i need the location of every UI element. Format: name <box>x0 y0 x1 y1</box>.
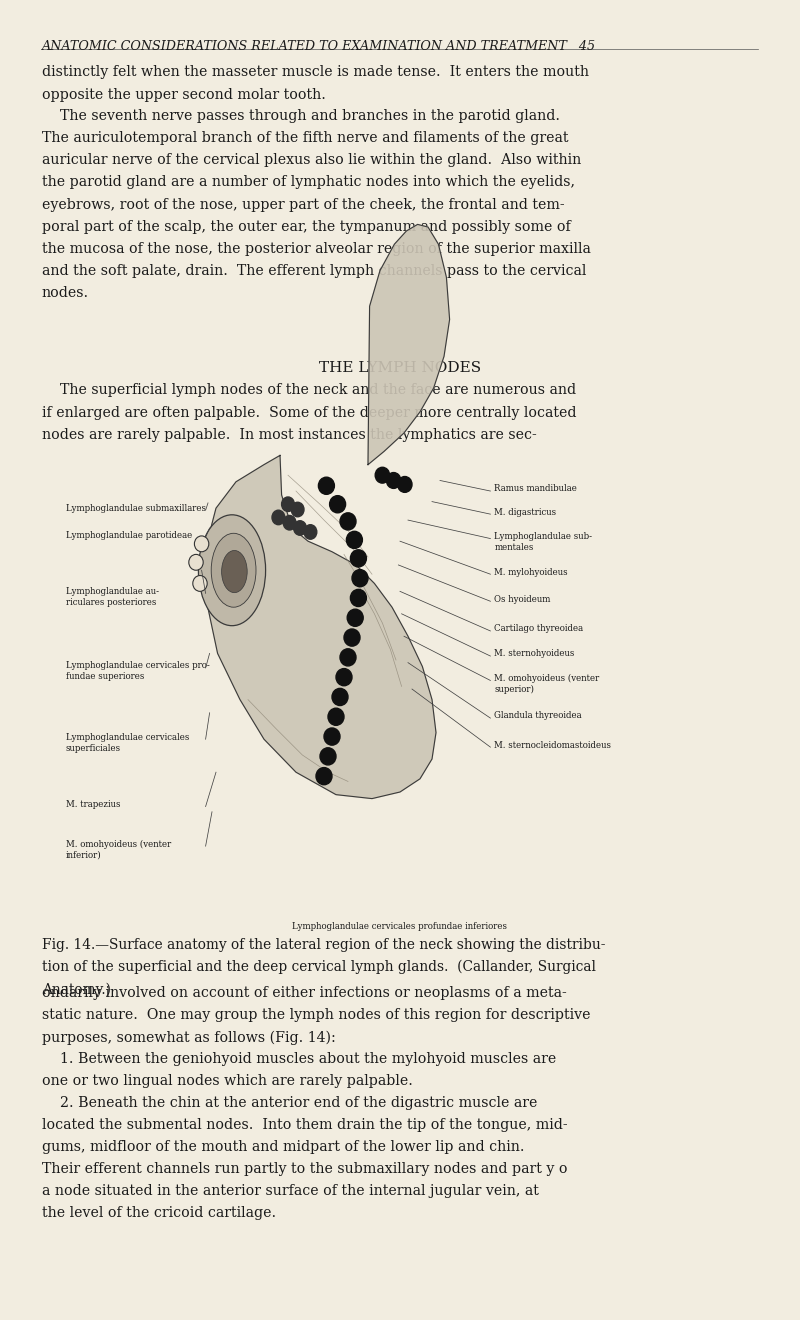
Ellipse shape <box>193 576 207 591</box>
Ellipse shape <box>272 511 285 525</box>
Text: Glandula thyreoidea: Glandula thyreoidea <box>494 711 582 721</box>
Circle shape <box>211 533 256 607</box>
Text: static nature.  One may group the lymph nodes of this region for descriptive: static nature. One may group the lymph n… <box>42 1008 590 1022</box>
Text: nodes.: nodes. <box>42 286 89 301</box>
Text: Os hyoideum: Os hyoideum <box>494 594 550 603</box>
Text: M. sternocleidomastoideus: M. sternocleidomastoideus <box>494 741 611 750</box>
Ellipse shape <box>332 689 348 706</box>
Text: tion of the superficial and the deep cervical lymph glands.  (Callander, Surgica: tion of the superficial and the deep cer… <box>42 960 595 974</box>
Ellipse shape <box>347 609 363 627</box>
Ellipse shape <box>336 668 352 686</box>
Text: Lymphoglandulae au-
riculares posteriores: Lymphoglandulae au- riculares posteriore… <box>66 586 158 607</box>
Ellipse shape <box>291 502 304 516</box>
Ellipse shape <box>328 708 344 726</box>
Text: Anatomy.): Anatomy.) <box>42 982 110 997</box>
Text: distinctly felt when the masseter muscle is made tense.  It enters the mouth: distinctly felt when the masseter muscle… <box>42 65 589 79</box>
Ellipse shape <box>350 549 366 568</box>
Text: Fig. 14.—Surface anatomy of the lateral region of the neck showing the distribu-: Fig. 14.—Surface anatomy of the lateral … <box>42 937 605 952</box>
Text: 1. Between the geniohyoid muscles about the mylohyoid muscles are: 1. Between the geniohyoid muscles about … <box>42 1052 556 1067</box>
Text: and the soft palate, drain.  The efferent lymph channels pass to the cervical: and the soft palate, drain. The efferent… <box>42 264 586 279</box>
Text: gums, midfloor of the mouth and midpart of the lower lip and chin.: gums, midfloor of the mouth and midpart … <box>42 1140 524 1154</box>
Text: The superficial lymph nodes of the neck and the face are numerous and: The superficial lymph nodes of the neck … <box>42 383 576 397</box>
Text: The seventh nerve passes through and branches in the parotid gland.: The seventh nerve passes through and bra… <box>42 110 560 123</box>
Text: M. digastricus: M. digastricus <box>494 507 557 516</box>
Text: Lymphoglandulae submaxillares: Lymphoglandulae submaxillares <box>66 503 206 512</box>
Text: 2. Beneath the chin at the anterior end of the digastric muscle are: 2. Beneath the chin at the anterior end … <box>42 1096 537 1110</box>
Ellipse shape <box>350 589 366 607</box>
Text: Lymphoglandulae parotideae: Lymphoglandulae parotideae <box>66 531 192 540</box>
Ellipse shape <box>346 531 362 549</box>
Ellipse shape <box>316 768 332 784</box>
Ellipse shape <box>340 512 356 529</box>
Text: ANATOMIC CONSIDERATIONS RELATED TO EXAMINATION AND TREATMENT   45: ANATOMIC CONSIDERATIONS RELATED TO EXAMI… <box>42 40 596 53</box>
Text: ondarily involved on account of either infections or neoplasms of a meta-: ondarily involved on account of either i… <box>42 986 566 1001</box>
Text: opposite the upper second molar tooth.: opposite the upper second molar tooth. <box>42 87 326 102</box>
Text: auricular nerve of the cervical plexus also lie within the gland.  Also within: auricular nerve of the cervical plexus a… <box>42 153 581 168</box>
Text: the parotid gland are a number of lymphatic nodes into which the eyelids,: the parotid gland are a number of lympha… <box>42 176 574 190</box>
Ellipse shape <box>352 570 368 586</box>
Text: Their efferent channels run partly to the submaxillary nodes and part y o: Their efferent channels run partly to th… <box>42 1162 567 1176</box>
Text: if enlarged are often palpable.  Some of the deeper more centrally located: if enlarged are often palpable. Some of … <box>42 405 576 420</box>
Polygon shape <box>368 224 450 465</box>
Text: one or two lingual nodes which are rarely palpable.: one or two lingual nodes which are rarel… <box>42 1074 413 1088</box>
Text: located the submental nodes.  Into them drain the tip of the tongue, mid-: located the submental nodes. Into them d… <box>42 1118 567 1131</box>
Text: the level of the cricoid cartilage.: the level of the cricoid cartilage. <box>42 1206 276 1221</box>
Ellipse shape <box>320 747 336 766</box>
Ellipse shape <box>375 467 390 483</box>
Ellipse shape <box>189 554 203 570</box>
Text: Lymphoglandulae sub-
mentales: Lymphoglandulae sub- mentales <box>494 532 592 552</box>
Ellipse shape <box>340 648 356 667</box>
Ellipse shape <box>282 498 294 511</box>
Circle shape <box>222 550 247 593</box>
Text: nodes are rarely palpable.  In most instances the lymphatics are sec-: nodes are rarely palpable. In most insta… <box>42 428 536 442</box>
Text: M. mylohyoideus: M. mylohyoideus <box>494 568 568 577</box>
Ellipse shape <box>294 520 306 536</box>
Ellipse shape <box>386 473 401 488</box>
Ellipse shape <box>318 477 334 495</box>
Ellipse shape <box>330 495 346 513</box>
Ellipse shape <box>398 477 412 492</box>
Text: Lymphoglandulae cervicales pro-
fundae superiores: Lymphoglandulae cervicales pro- fundae s… <box>66 661 210 681</box>
Polygon shape <box>204 455 436 799</box>
Text: a node situated in the anterior surface of the internal jugular vein, at: a node situated in the anterior surface … <box>42 1184 538 1199</box>
FancyBboxPatch shape <box>124 449 676 913</box>
Text: M. omohyoideus (venter
superior): M. omohyoideus (venter superior) <box>494 673 600 694</box>
Text: M. sternohyoideus: M. sternohyoideus <box>494 649 574 659</box>
Text: THE LYMPH NODES: THE LYMPH NODES <box>319 360 481 375</box>
Text: eyebrows, root of the nose, upper part of the cheek, the frontal and tem­: eyebrows, root of the nose, upper part o… <box>42 198 564 211</box>
Text: Ramus mandibulae: Ramus mandibulae <box>494 484 578 494</box>
Ellipse shape <box>194 536 209 552</box>
Text: M. trapezius: M. trapezius <box>66 800 120 809</box>
Ellipse shape <box>324 727 340 744</box>
Ellipse shape <box>283 516 296 529</box>
Text: Lymphoglandulae cervicales
superficiales: Lymphoglandulae cervicales superficiales <box>66 733 189 752</box>
Text: the mucosa of the nose, the posterior alveolar region of the superior maxilla: the mucosa of the nose, the posterior al… <box>42 242 590 256</box>
Ellipse shape <box>344 628 360 645</box>
Text: Lymphoglandulae cervicales profundae inferiores: Lymphoglandulae cervicales profundae inf… <box>293 921 507 931</box>
Text: M. omohyoideus (venter
inferior): M. omohyoideus (venter inferior) <box>66 840 171 859</box>
Text: Cartilago thyreoidea: Cartilago thyreoidea <box>494 624 583 634</box>
Circle shape <box>198 515 266 626</box>
Ellipse shape <box>304 524 317 539</box>
Text: The auriculotemporal branch of the fifth nerve and filaments of the great: The auriculotemporal branch of the fifth… <box>42 131 568 145</box>
Text: poral part of the scalp, the outer ear, the tympanum and possibly some of: poral part of the scalp, the outer ear, … <box>42 220 570 234</box>
Text: purposes, somewhat as follows (Fig. 14):: purposes, somewhat as follows (Fig. 14): <box>42 1031 335 1045</box>
